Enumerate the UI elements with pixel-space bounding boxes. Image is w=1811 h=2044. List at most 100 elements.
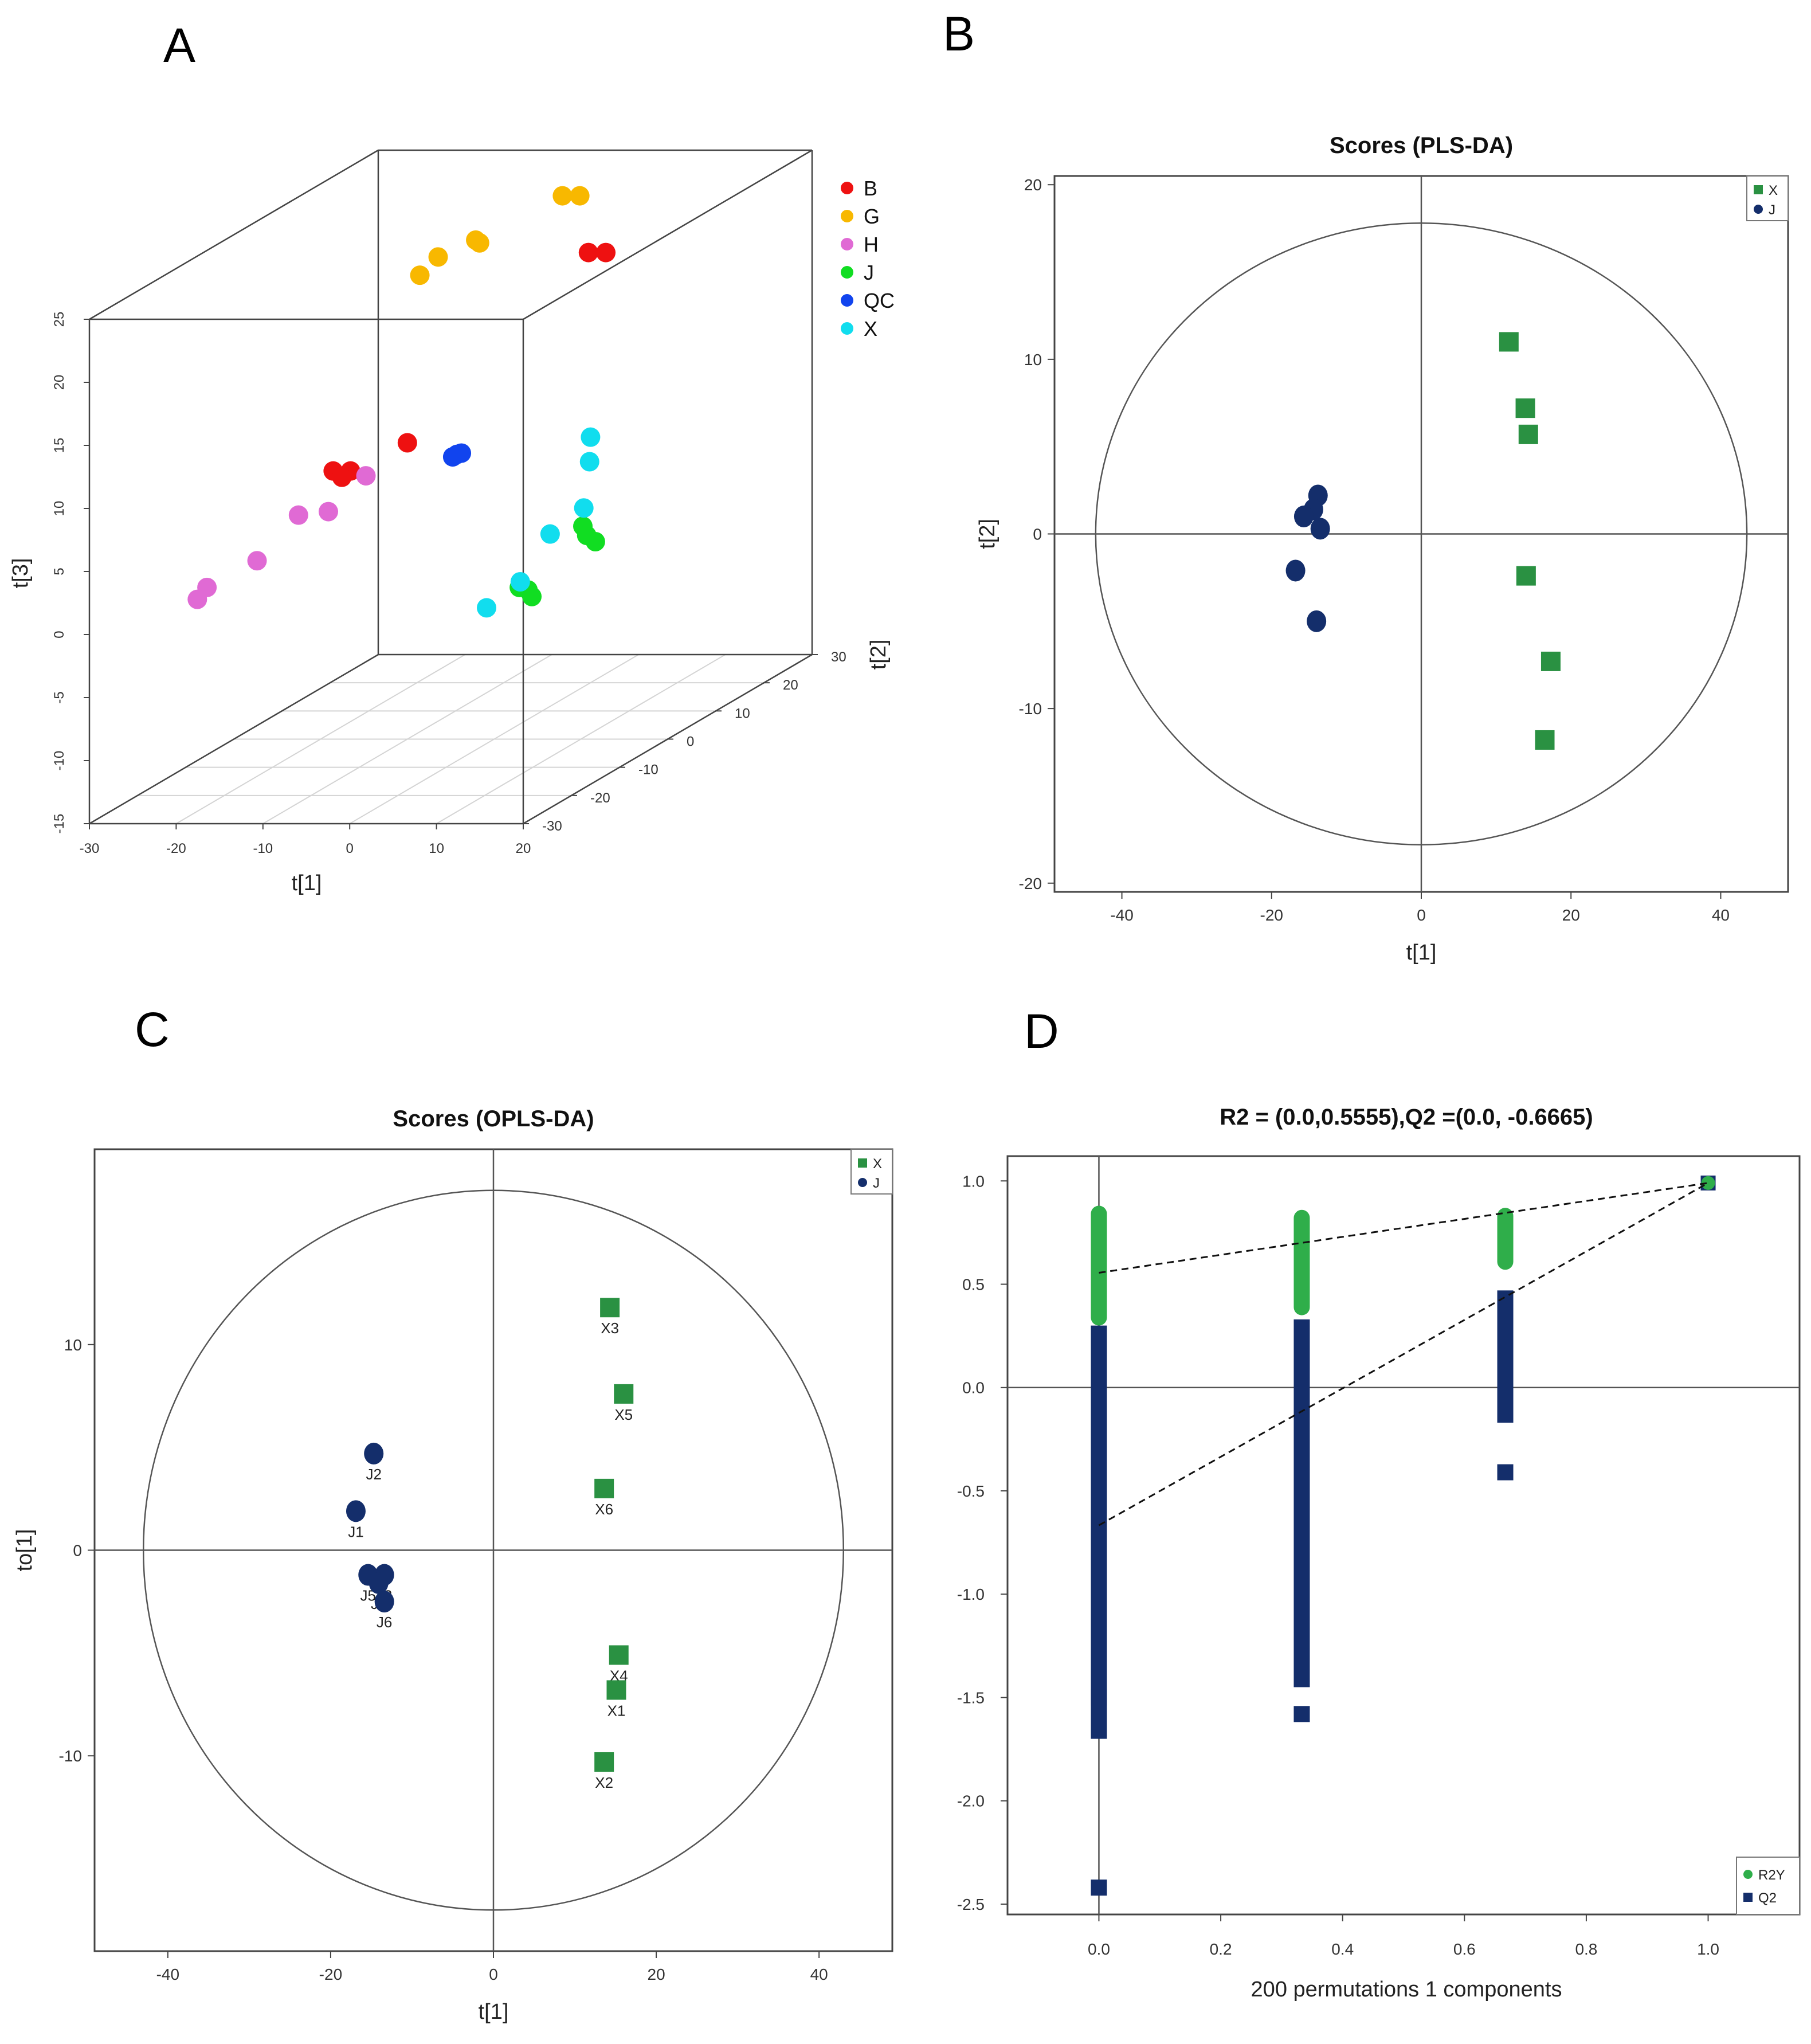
z-tick-label: 10 (52, 501, 67, 516)
data-point-j-j1 (346, 1500, 366, 1522)
x-tick-label: 20 (648, 1965, 665, 1983)
legend-marker-j (858, 1178, 867, 1187)
panel-label-d: D (1024, 1004, 1059, 1058)
data-point-h (247, 551, 267, 571)
q2-permutation-point (1293, 1706, 1310, 1722)
data-point-g (410, 265, 430, 285)
x-tick-label: -10 (253, 841, 273, 856)
z-axis-label: t[3] (9, 558, 33, 589)
z-tick-label: 25 (52, 312, 67, 327)
legend-label-j: J (864, 261, 874, 284)
y-tick-label: -1.0 (957, 1585, 985, 1603)
data-point-x (574, 498, 594, 518)
legend-marker-b (841, 182, 853, 194)
data-point-x (510, 572, 530, 592)
x-tick-label: -20 (166, 841, 186, 856)
legend-marker-q2 (1743, 1893, 1753, 1902)
y-tick-label: -1.5 (957, 1689, 985, 1706)
q2-permutation-point (1091, 1879, 1107, 1896)
legend-label-j: J (1769, 202, 1775, 218)
data-point-x (1516, 566, 1536, 586)
data-point-h (288, 505, 308, 525)
y-tick-label: -10 (1019, 700, 1042, 718)
x-tick-label: 0.2 (1210, 1940, 1232, 1958)
z-tick-label: 0 (52, 631, 67, 638)
panel-label-a: A (163, 18, 195, 72)
x-tick-label: 0.6 (1453, 1940, 1476, 1958)
y-tick-label: 0 (1033, 526, 1042, 543)
y-tick-label: -10 (59, 1747, 82, 1765)
data-point-b (397, 433, 417, 453)
y-tick-label: -2.5 (957, 1896, 985, 1913)
panel-label-b: B (943, 7, 975, 61)
data-point-j (1285, 559, 1306, 582)
x-tick-label: -40 (1110, 906, 1133, 924)
panel-d-permutation-test: 0.0 0.2 0.4 0.6 0.8 1.0 1.0 0.5 0.0 -0.5 -1.0 -1.5 -… (957, 1105, 1801, 2002)
panel-label-c: C (135, 1003, 170, 1056)
data-point-x (579, 452, 599, 472)
x-tick-label: -40 (156, 1965, 179, 1983)
box-edge (89, 149, 379, 320)
legend-label-x: X (873, 1156, 882, 1172)
y-tick-label: 1.0 (962, 1172, 985, 1190)
data-point-j-j6 (374, 1591, 394, 1613)
point-label-x5: X5 (614, 1406, 633, 1423)
legend-marker-g (841, 210, 853, 222)
y-tick-label: -20 (1019, 875, 1042, 892)
legend-marker-h (841, 238, 853, 250)
q2-permutation-point (1497, 1464, 1514, 1481)
data-point-x (1540, 651, 1561, 671)
data-point-g (466, 230, 486, 250)
data-point-x (1499, 332, 1519, 352)
y-tick-label: 0 (687, 734, 694, 750)
legend-box (1746, 175, 1789, 221)
legend-label-x: X (1769, 183, 1778, 198)
point-label-j1: J1 (348, 1523, 363, 1540)
legend-label-j: J (873, 1176, 880, 1191)
regression-line-q2 (1098, 1182, 1709, 1526)
box-edge (89, 653, 379, 825)
data-point-j (522, 586, 542, 606)
data-point-x (1515, 398, 1535, 418)
x-tick-label: 0.8 (1575, 1940, 1597, 1958)
data-point-qc (452, 443, 472, 463)
y-axis-label: t[2] (867, 640, 891, 670)
point-label-x3: X3 (601, 1319, 619, 1337)
data-point-x (581, 427, 601, 447)
x-tick-label: -20 (319, 1965, 342, 1983)
point-label-j6: J6 (377, 1614, 392, 1631)
y-tick-label: 10 (64, 1336, 82, 1354)
chart-title: R2 = (0.0,0.5555),Q2 =(0.0, -0.6665) (1220, 1105, 1593, 1130)
chart-title: Scores (PLS-DA) (1330, 133, 1513, 158)
legend-label-q2: Q2 (1758, 1890, 1777, 1906)
y-tick-label: 30 (831, 649, 846, 665)
x-tick-label: 0.0 (1088, 1940, 1110, 1958)
r2y-permutation-column (1091, 1205, 1107, 1326)
point-label-x1: X1 (607, 1702, 626, 1719)
x-axis-label: t[1] (292, 871, 322, 895)
panel-a-3d-scores: -30 -20 -10 0 10 20 -30 -20 -10 0 10 20 30 -15 -10 -5 0 5… (9, 149, 895, 895)
y-tick-label: 10 (735, 706, 750, 721)
data-point-h (187, 589, 207, 609)
x-tick-label: 20 (1562, 906, 1580, 924)
data-point-x-x2 (594, 1752, 614, 1772)
z-tick-label: -10 (52, 751, 67, 771)
y-tick-label: -0.5 (957, 1482, 985, 1500)
q2-permutation-column (1293, 1319, 1310, 1687)
legend-marker-x (858, 1158, 867, 1168)
legend-label-x: X (864, 317, 877, 340)
box-edge (523, 149, 813, 320)
z-tick-label: 20 (52, 375, 67, 390)
y-tick-label: 20 (783, 678, 798, 693)
data-point-g (570, 186, 590, 206)
x-tick-label: 10 (429, 841, 444, 856)
data-point-x (1535, 730, 1555, 750)
data-point-j-j2 (364, 1442, 384, 1465)
x-tick-label: -30 (80, 841, 100, 856)
data-point-b (578, 242, 598, 263)
data-point-x (1518, 424, 1538, 444)
z-tick-label: -15 (52, 814, 67, 834)
x-tick-label: 40 (1712, 906, 1730, 924)
legend-marker-j (841, 266, 853, 279)
data-point-x (540, 524, 560, 544)
